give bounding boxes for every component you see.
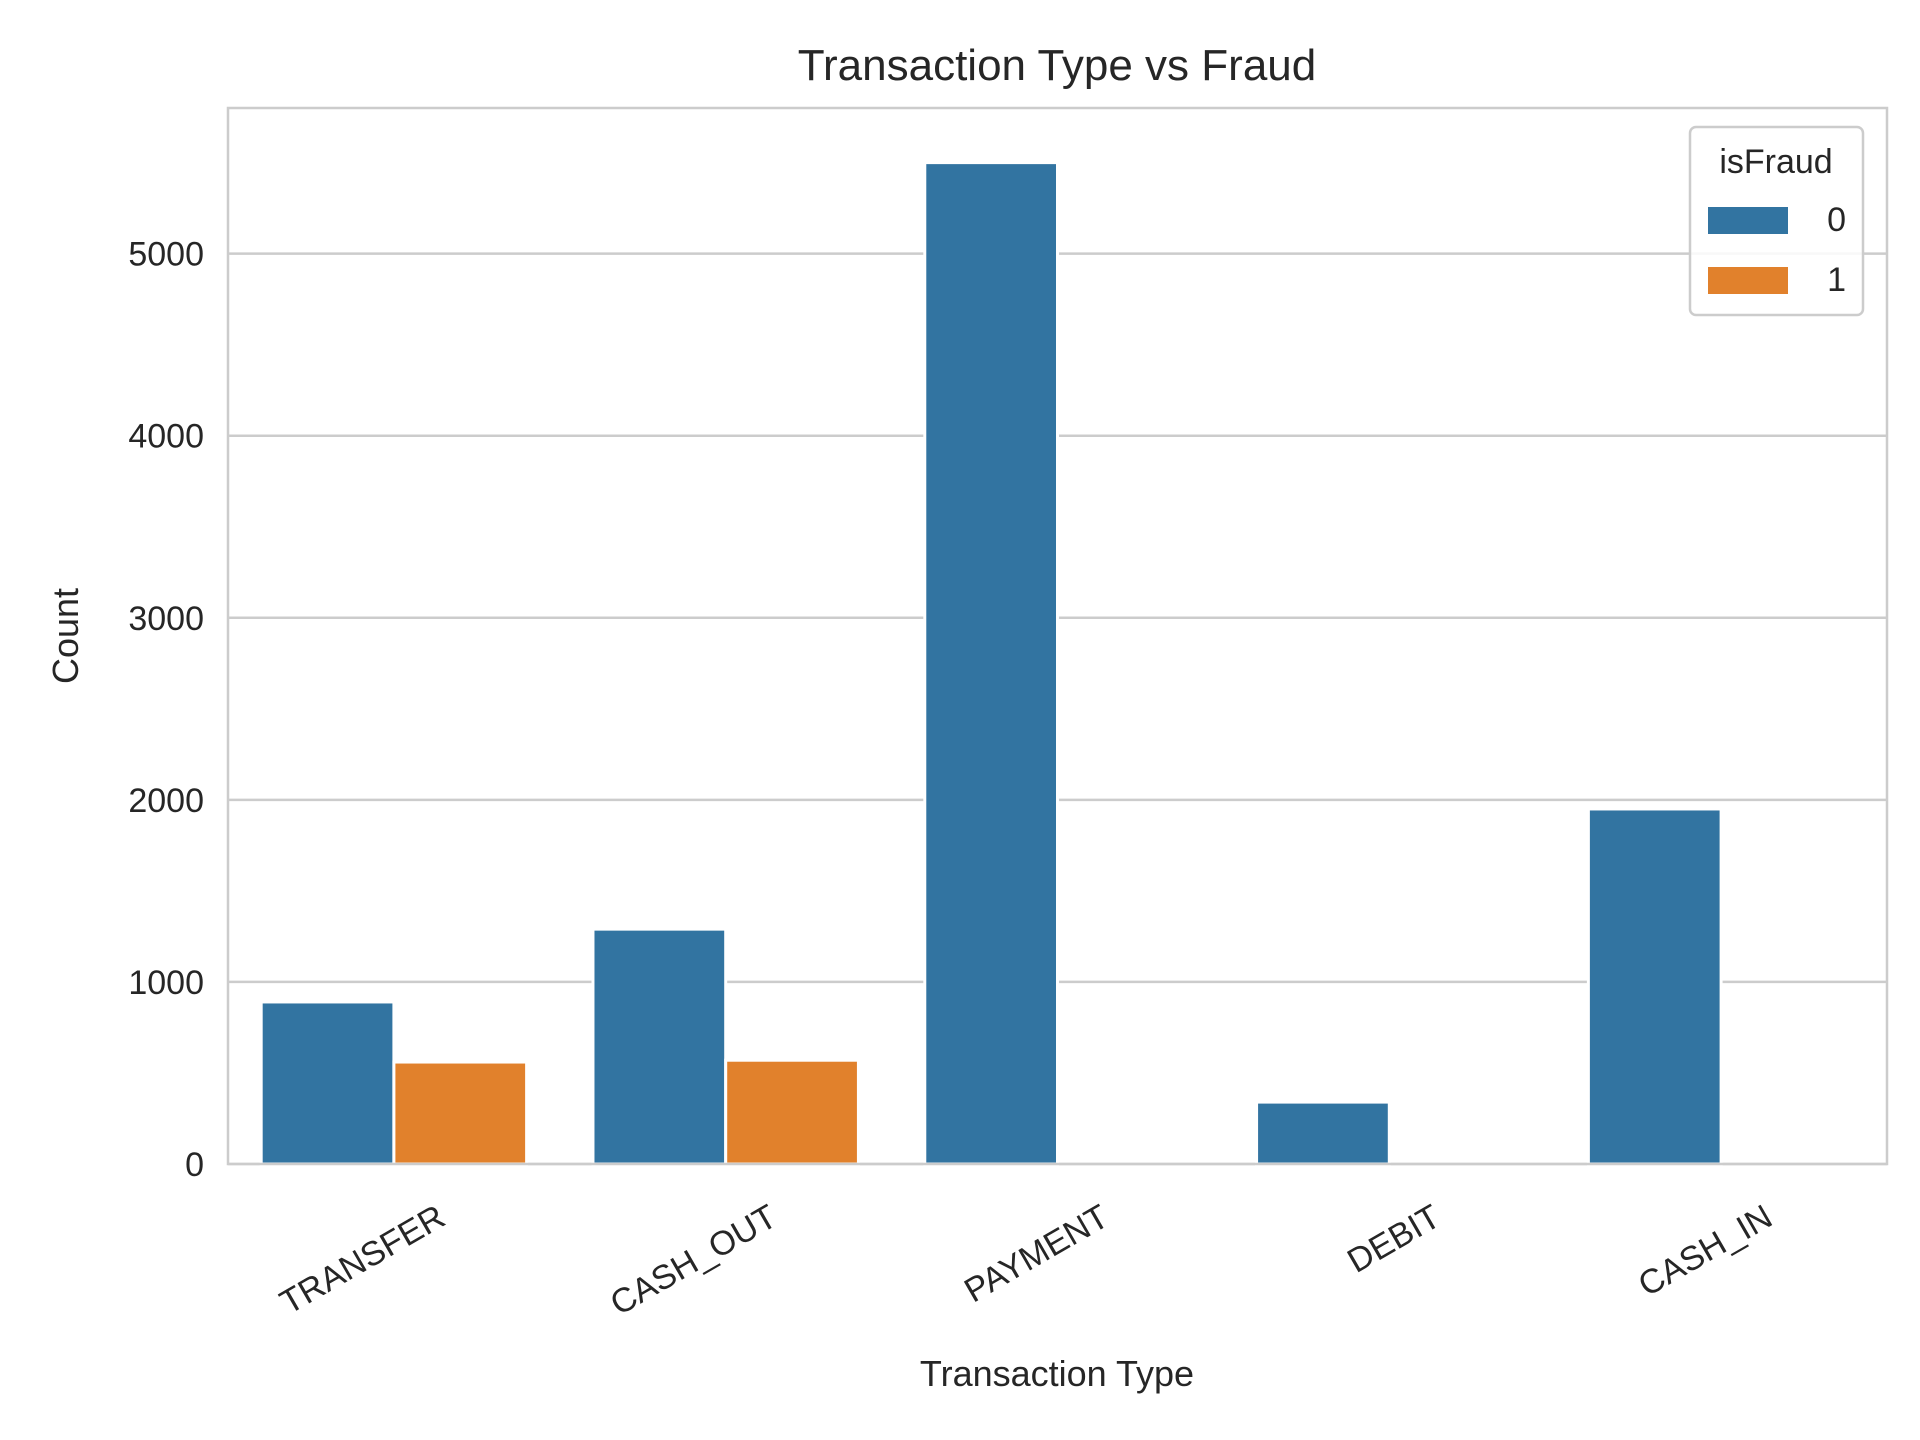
bar-transfer-isfraud-0 [259,1000,396,1166]
bars [259,161,1723,1166]
plot-frame [226,106,1889,1166]
bar-payment-isfraud-0 [923,161,1060,1166]
y-tick-label: 0 [185,1146,204,1184]
x-tick-label: CASH_OUT [604,1198,783,1323]
x-tick-labels: TRANSFER CASH_OUT PAYMENT DEBIT CASH_IN [274,1198,1779,1323]
legend-label-0: 0 [1827,201,1846,239]
chart-title: Transaction Type vs Fraud [798,41,1316,90]
bar-cash-out-isfraud-1 [724,1058,860,1166]
bar-debit-isfraud-0 [1255,1100,1391,1166]
legend: isFraud 01 [1688,125,1865,317]
y-tick-label: 2000 [128,782,204,820]
legend-title: isFraud [1719,143,1832,181]
legend-swatch-0 [1708,207,1788,234]
bar-cash-in-isfraud-0 [1586,807,1723,1166]
legend-label-1: 1 [1827,261,1846,299]
y-tick-label: 3000 [128,600,204,638]
y-tick-label: 1000 [128,964,204,1002]
y-tick-labels: 0 1000 2000 3000 4000 5000 [128,236,204,1184]
x-tick-label: DEBIT [1341,1198,1447,1281]
bar-cash-out-isfraud-0 [591,927,728,1166]
bar-transfer-isfraud-1 [392,1060,529,1166]
legend-swatch-1 [1708,267,1788,294]
y-tick-label: 4000 [128,418,204,456]
x-tick-label: TRANSFER [274,1198,452,1323]
x-axis-label: Transaction Type [920,1353,1194,1394]
x-tick-label: CASH_IN [1632,1198,1779,1305]
x-tick-label: PAYMENT [958,1198,1115,1311]
legend-items: 01 [1708,201,1846,299]
y-tick-label: 5000 [128,236,204,274]
y-axis-label: Count [45,588,86,684]
